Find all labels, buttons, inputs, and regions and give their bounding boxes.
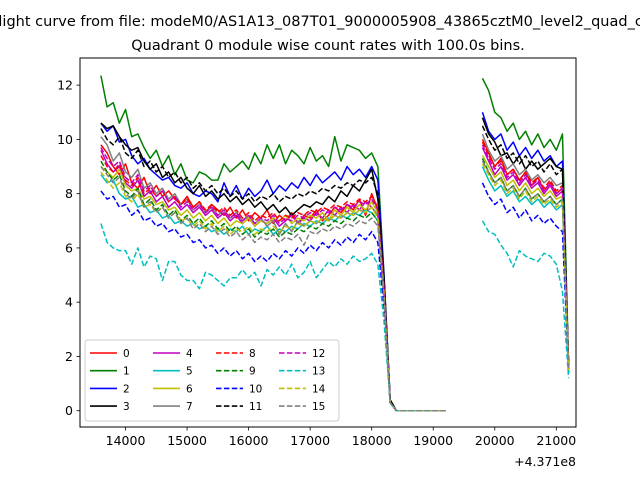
legend-label-7: 7 [186,401,193,413]
series-line-6-segment-2 [481,155,570,368]
series-line-9-segment-2 [481,158,570,371]
legend-label-8: 8 [249,348,256,360]
legend-frame [84,339,340,422]
series-line-13-segment-1 [100,223,446,412]
legend-label-15: 15 [312,401,325,413]
x-tick-label-17000: 17000 [290,433,330,448]
legend-label-5: 5 [186,366,193,378]
series-line-13-segment-2 [481,220,570,379]
legend-label-0: 0 [123,348,130,360]
x-tick-label-19000: 19000 [413,433,453,448]
x-offset-label: +4.371e8 [514,454,576,469]
legend-label-14: 14 [312,383,326,395]
legend-label-11: 11 [249,401,262,413]
series-line-5-segment-2 [481,166,570,373]
x-tick-label-18000: 18000 [352,433,392,448]
series-line-11-segment-2 [481,125,570,365]
figure-suptitle: Plotting light curve from file: modeM0/A… [0,14,640,30]
series-line-8-segment-2 [481,141,570,368]
legend-label-4: 4 [186,348,193,360]
y-tick-label-12: 12 [57,78,73,93]
legend-label-3: 3 [123,401,130,413]
series-line-14-segment-2 [481,163,570,371]
series-layer [100,75,570,412]
legend-label-12: 12 [312,348,325,360]
y-tick-label-8: 8 [65,186,73,201]
legend-label-1: 1 [123,366,130,378]
y-tick-label-6: 6 [65,240,73,255]
series-line-4-segment-2 [481,147,570,368]
y-tick-label-2: 2 [65,349,73,364]
y-axis: 0 2 4 6 8 10 12 [57,78,80,418]
legend-label-9: 9 [249,366,256,378]
chart-title: Quadrant 0 module wise count rates with … [131,38,525,54]
x-tick-label-21000: 21000 [536,433,576,448]
series-line-10-segment-2 [481,182,570,373]
legend-label-13: 13 [312,366,325,378]
x-tick-label-14000: 14000 [106,433,146,448]
legend-label-10: 10 [249,383,262,395]
x-tick-label-16000: 16000 [229,433,269,448]
x-axis: 14000 15000 16000 17000 18000 19000 20000 21000 [106,427,576,448]
series-line-15-segment-2 [481,160,570,371]
y-tick-label-10: 10 [57,132,73,147]
series-line-1-segment-2 [481,78,570,365]
series-line-15-segment-1 [100,166,446,412]
series-line-9-segment-1 [100,160,446,412]
x-tick-label-20000: 20000 [475,433,515,448]
plot-frame [79,57,577,428]
legend-label-2: 2 [123,383,130,395]
series-line-7-segment-2 [481,133,570,365]
y-tick-label-4: 4 [65,295,73,310]
y-tick-label-0: 0 [65,403,73,418]
x-tick-label-15000: 15000 [167,433,207,448]
legend-label-6: 6 [186,383,193,395]
series-line-12-segment-2 [481,144,570,368]
